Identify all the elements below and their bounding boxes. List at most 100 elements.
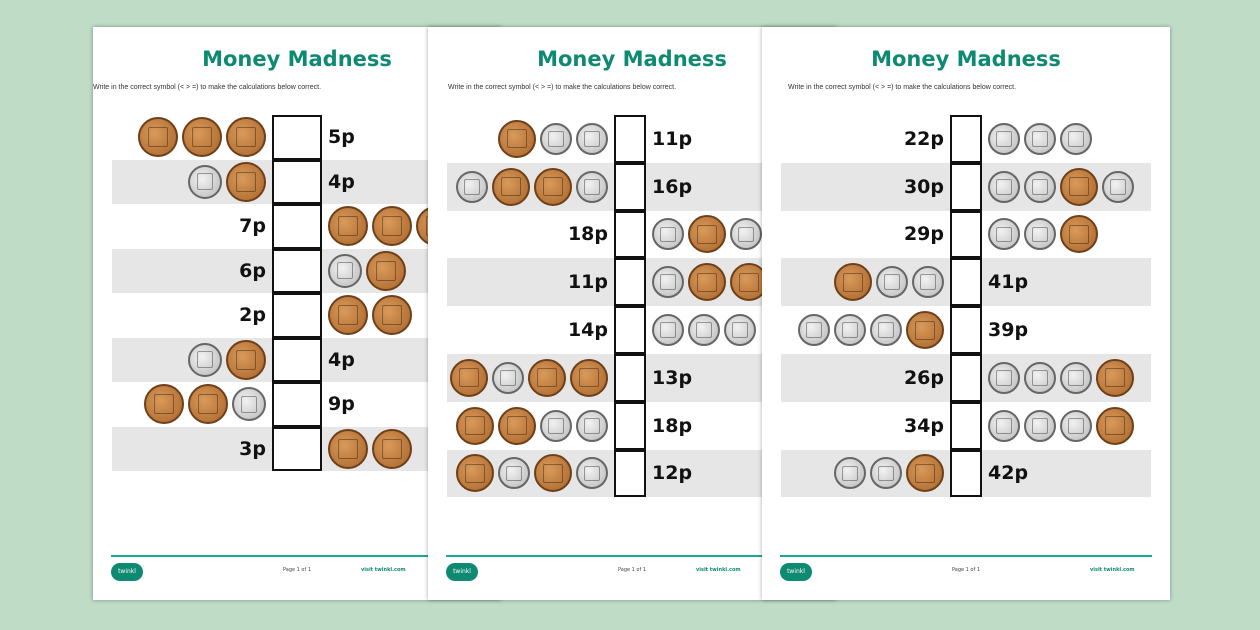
silver-coin-icon [188,342,222,377]
answer-box[interactable] [950,115,982,163]
left-side [447,402,614,450]
amount-label: 41p [988,271,1029,294]
answer-box[interactable] [272,337,322,382]
copper-coin-icon [1060,167,1098,206]
right-side [982,211,1151,259]
answer-box[interactable] [614,354,646,402]
silver-coin-icon [876,266,908,299]
silver-coin-icon [456,170,488,203]
silver-coin-icon [540,409,572,442]
visit-link[interactable]: visit twinkl.com [361,567,406,573]
answer-box[interactable] [614,258,646,307]
left-side: 29p [781,211,950,259]
answer-box[interactable] [272,248,322,293]
copper-coin-icon [328,295,368,336]
left-side: 3p [112,427,272,472]
silver-coin-icon [1060,409,1092,442]
question-row: 6p [112,248,482,293]
answer-box[interactable] [950,401,982,450]
copper-coin-icon [328,428,368,469]
copper-coin-icon [372,428,412,469]
answer-box[interactable] [950,210,982,259]
visit-link[interactable]: visit twinkl.com [696,567,741,573]
silver-coin-icon [498,457,530,490]
right-side [982,354,1151,402]
copper-coin-icon [144,384,184,425]
answer-box[interactable] [950,306,982,354]
left-side [447,354,614,402]
question-row: 11p [447,258,817,307]
question-row: 7p [112,204,482,249]
page-title: Money Madness [202,47,392,71]
silver-coin-icon [730,218,762,251]
left-side: 26p [781,354,950,402]
amount-label: 6p [239,259,266,282]
copper-coin-icon [188,384,228,425]
silver-coin-icon [988,122,1020,155]
copper-coin-icon [226,161,266,202]
answer-box[interactable] [272,426,322,471]
answer-box[interactable] [272,115,322,160]
copper-coin-icon [226,339,266,380]
question-row: 22p [781,115,1151,163]
question-row: 26p [781,354,1151,402]
question-row: 39p [781,306,1151,354]
silver-coin-icon [1102,170,1134,203]
silver-coin-icon [652,218,684,251]
right-side [646,258,817,306]
right-side [982,115,1151,163]
answer-box[interactable] [950,449,982,498]
answer-box[interactable] [614,162,646,211]
right-side: 4p [322,160,482,205]
left-side [447,115,614,163]
amount-label: 9p [328,393,355,416]
answer-box[interactable] [950,354,982,402]
amount-label: 30p [903,175,944,198]
copper-coin-icon [534,454,572,493]
question-row: 42p [781,449,1151,498]
answer-box[interactable] [272,204,322,249]
right-side [646,211,817,259]
left-side: 30p [781,163,950,211]
left-side [447,450,614,498]
answer-box[interactable] [614,115,646,163]
instructions: Write in the correct symbol (< > =) to m… [448,84,677,91]
left-side [112,338,272,383]
amount-label: 4p [328,348,355,371]
silver-coin-icon [652,266,684,299]
right-side: 39p [982,306,1151,354]
answer-box[interactable] [614,449,646,498]
question-row: 4p [112,337,482,383]
copper-coin-icon [498,406,536,445]
answer-box[interactable] [950,162,982,211]
answer-box[interactable] [272,382,322,427]
answer-box[interactable] [272,293,322,338]
right-side: 18p [646,402,817,450]
answer-box[interactable] [272,159,322,204]
silver-coin-icon [576,457,608,490]
amount-label: 22p [903,127,944,150]
copper-coin-icon [834,263,872,302]
question-row: 3p [112,426,482,472]
right-side [982,163,1151,211]
answer-box[interactable] [950,258,982,307]
copper-coin-icon [492,167,530,206]
answer-box[interactable] [614,210,646,259]
answer-box[interactable] [614,401,646,450]
question-row: 41p [781,258,1151,307]
answer-box[interactable] [614,306,646,354]
silver-coin-icon [1024,122,1056,155]
question-row: 16p [447,162,817,211]
right-side: 41p [982,258,1151,306]
amount-label: 11p [652,127,693,150]
silver-coin-icon [988,170,1020,203]
footer: twinkl Page 1 of 1 visit twinkl.com [111,555,483,581]
left-side: 34p [781,402,950,450]
silver-coin-icon [724,314,756,347]
page-number: Page 1 of 1 [617,567,647,573]
right-side: 9p [322,382,482,427]
page-title: Money Madness [537,47,727,71]
question-row: 5p [112,115,482,160]
silver-coin-icon [540,122,572,155]
visit-link[interactable]: visit twinkl.com [1090,567,1135,573]
